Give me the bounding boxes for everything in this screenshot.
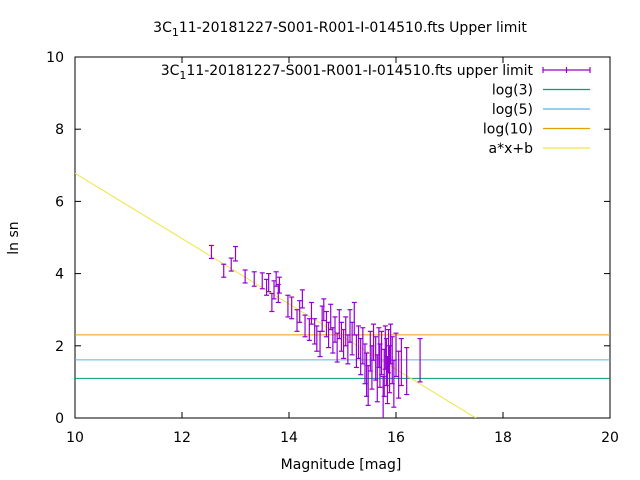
legend-label-part: 3C bbox=[161, 63, 180, 79]
y-tick-label: 10 bbox=[46, 50, 64, 66]
chart-title-post: 11-20181227-S001-R001-I-014510.fts Upper… bbox=[179, 20, 527, 36]
x-tick-label: 12 bbox=[173, 430, 191, 446]
y-axis-label: ln sn bbox=[6, 221, 22, 254]
x-tick-label: 14 bbox=[280, 430, 298, 446]
x-tick-label: 16 bbox=[387, 430, 405, 446]
legend-label-part: 11-20181227-S001-R001-I-014510.fts upper… bbox=[186, 63, 533, 79]
x-tick-label: 20 bbox=[601, 430, 619, 446]
fit-line bbox=[75, 172, 477, 418]
y-tick-label: 4 bbox=[55, 267, 64, 283]
legend-label: 3C111-20181227-S001-R001-I-014510.fts up… bbox=[161, 63, 534, 82]
legend-label: a*x+b bbox=[489, 141, 534, 157]
chart-title-pre: 3C bbox=[153, 20, 172, 36]
x-tick-label: 18 bbox=[494, 430, 512, 446]
x-axis-label: Magnitude [mag] bbox=[281, 457, 402, 473]
y-tick-label: 6 bbox=[55, 194, 64, 210]
legend-label: log(5) bbox=[492, 102, 533, 118]
y-tick-label: 2 bbox=[55, 339, 64, 355]
legend-label-part: 1 bbox=[179, 69, 186, 82]
chart-title: 3C111-20181227-S001-R001-I-014510.fts Up… bbox=[153, 20, 527, 39]
legend-label: log(10) bbox=[483, 122, 533, 138]
plot-frame bbox=[74, 56, 611, 419]
y-tick-label: 0 bbox=[55, 411, 64, 427]
legend-label: log(3) bbox=[492, 83, 533, 99]
x-tick-label: 10 bbox=[66, 430, 84, 446]
plot-area bbox=[75, 172, 610, 418]
y-tick-label: 8 bbox=[55, 122, 64, 138]
chart-title-sub: 1 bbox=[172, 26, 179, 39]
